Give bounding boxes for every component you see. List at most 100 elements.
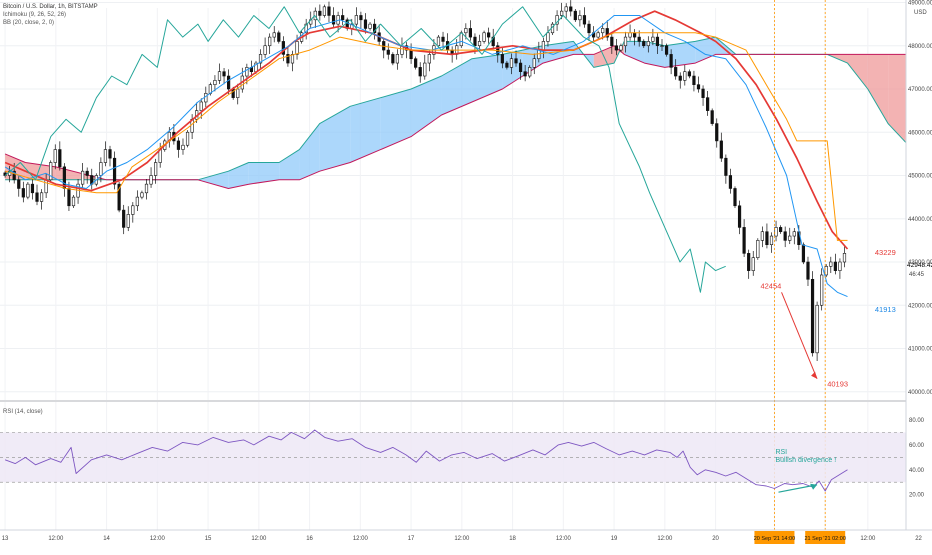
candle: [35, 184, 39, 206]
bear-candle-body: [779, 227, 783, 233]
price-tick-label: 40000.00: [908, 390, 932, 396]
candle: [39, 189, 44, 210]
bull-candle-body: [760, 231, 764, 241]
bear-candle-body: [569, 6, 573, 12]
rsi-legend[interactable]: RSI (14, close): [3, 409, 43, 415]
bull-candle-body: [651, 36, 655, 42]
bull-candle-body: [135, 196, 139, 207]
candle: [555, 10, 559, 31]
bear-candle-body: [227, 75, 231, 90]
candle: [724, 154, 728, 184]
candle: [217, 63, 222, 85]
bull-candle-body: [601, 28, 605, 34]
bear-candle-body: [30, 183, 35, 194]
candle: [701, 85, 705, 106]
bull-candle-body: [792, 231, 796, 237]
bear-candle-body: [468, 28, 472, 38]
bear-cloud-segment: [888, 54, 909, 146]
bear-cloud-segment: [847, 54, 868, 89]
candle: [806, 256, 810, 287]
candle: [642, 39, 646, 48]
candle: [614, 39, 618, 56]
bull-candle-body: [53, 149, 57, 163]
bear-candle-body: [386, 49, 390, 55]
candle: [560, 2, 564, 20]
candle: [509, 53, 514, 75]
bull-cloud-segment: [471, 54, 503, 102]
bear-candle-body: [409, 49, 413, 60]
bull-candle-body: [423, 62, 427, 77]
bear-candle-body: [85, 170, 89, 176]
candle: [368, 21, 372, 31]
price-tick-label: 42000.00: [908, 303, 932, 309]
bull-cloud-segment: [319, 106, 351, 172]
time-tick-label: 14: [103, 536, 110, 542]
candle: [149, 167, 153, 188]
bear-candle-body: [372, 23, 377, 34]
bull-candle-body: [395, 54, 400, 64]
bull-cloud-segment: [624, 41, 645, 64]
candle: [213, 75, 217, 92]
price-axis-unit: USD: [914, 10, 927, 16]
candle: [176, 137, 181, 158]
candle: [664, 43, 669, 57]
candle: [414, 56, 418, 70]
bear-candle-body: [710, 110, 714, 124]
bear-candle-body: [363, 19, 368, 29]
rsi-divergence-arrowhead: [810, 483, 818, 490]
bull-candle-body: [304, 23, 308, 34]
bear-candle-body: [331, 15, 336, 25]
rsi-line: [4, 429, 848, 492]
candle: [646, 36, 650, 53]
rsi-annotation: Bullish divergence !: [775, 457, 836, 464]
rsi-divergence-line: [778, 484, 818, 493]
bull-candle-body: [842, 253, 847, 263]
bb-legend[interactable]: BB (20, close, 2, 0): [3, 20, 55, 26]
bear-candle-body: [391, 54, 395, 64]
bear-candle-body: [833, 261, 837, 271]
price-tick-label: 46000.00: [908, 130, 932, 136]
bull-candle-body: [185, 131, 190, 146]
bull-candle-body: [756, 240, 760, 258]
candle: [53, 144, 57, 170]
candle: [829, 256, 833, 274]
candle: [318, 4, 322, 21]
candle: [341, 8, 345, 25]
bear-candle-body: [112, 157, 117, 185]
candle: [710, 108, 714, 126]
bull-cloud-segment: [248, 162, 280, 185]
candle: [587, 20, 591, 41]
bear-candle-body: [701, 88, 705, 98]
ichimoku-legend[interactable]: Ichimoku (9, 26, 52, 26): [3, 12, 67, 18]
bear-candle-body: [610, 36, 614, 47]
bull-candle-body: [464, 28, 468, 34]
bear-candle-body: [277, 32, 281, 42]
candle: [728, 168, 733, 194]
bull-candle-body: [44, 179, 48, 194]
bear-candle-body: [587, 23, 591, 34]
candle: [582, 7, 587, 28]
bull-candle-body: [477, 41, 482, 47]
price-divergence-arrowhead: [811, 371, 818, 379]
conversion-line: [4, 15, 848, 298]
candle: [85, 167, 89, 184]
candle: [619, 43, 623, 53]
bull-candle-body: [683, 71, 687, 81]
bear-candle-body: [35, 192, 39, 202]
bull-candle-body: [820, 274, 824, 306]
bear-candle-body: [12, 170, 16, 181]
bear-candle-body: [222, 71, 226, 77]
bull-candle-body: [546, 32, 550, 42]
bear-candle-body: [573, 10, 577, 21]
candle: [108, 145, 112, 167]
bear-candle-body: [637, 36, 641, 42]
bull-candle-body: [71, 196, 76, 207]
time-tick-label: 22: [915, 536, 922, 542]
time-tick-label: 12:00: [860, 536, 876, 542]
candle: [304, 18, 308, 40]
bull-candle-body: [49, 162, 53, 181]
candle: [760, 226, 764, 248]
time-tick-label: 12:00: [251, 536, 267, 542]
bull-candle-body: [103, 149, 108, 163]
candle: [272, 26, 276, 43]
